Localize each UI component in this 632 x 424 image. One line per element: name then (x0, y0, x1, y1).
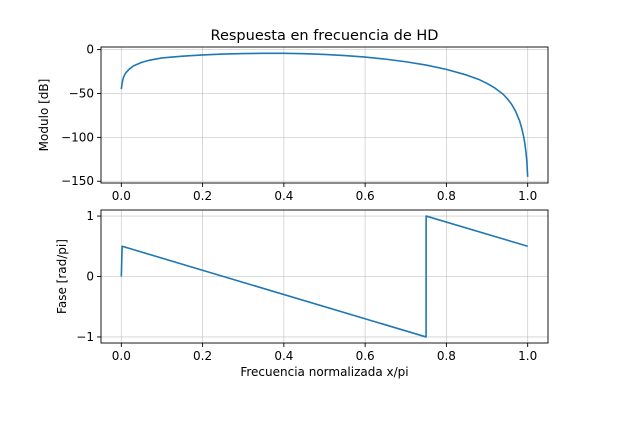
y-tick-label: −50 (69, 87, 94, 101)
x-tick-label: 0.2 (193, 349, 212, 363)
axes-frame (100, 46, 549, 184)
x-axis-label: Frecuencia normalizada x/pi (240, 365, 408, 379)
y-tick-label: 0 (86, 270, 94, 284)
chart-title: Respuesta en frecuencia de HD (211, 28, 439, 44)
x-tick-label: 0.2 (193, 189, 212, 203)
phase-plot: 0.0 0.2 0.4 0.6 0.8 1.0 1 0 −1 Frecuencia normali… (55, 209, 549, 379)
y-tick-label: 0 (86, 43, 94, 57)
x-tick-label: 0.6 (356, 189, 375, 203)
x-tick-label: 0.6 (356, 349, 375, 363)
series-line (120, 215, 528, 338)
y-axis-label: Fase [rad/pi] (55, 239, 69, 314)
series-line (120, 52, 529, 177)
x-tick-label: 0.4 (274, 189, 293, 203)
x-tick-label: 0.0 (112, 349, 131, 363)
y-tick-label: −1 (76, 330, 94, 344)
y-axis-label: Modulo [dB] (37, 79, 51, 152)
x-tick-label: 0.8 (437, 189, 456, 203)
x-tick-label: 1.0 (518, 189, 537, 203)
y-tick-label: −100 (61, 130, 94, 144)
x-tick-label: 0.4 (274, 349, 293, 363)
x-tick-label: 1.0 (518, 349, 537, 363)
y-tick-label: 1 (86, 209, 94, 223)
x-tick-label: 0.8 (437, 349, 456, 363)
y-tick-label: −150 (61, 174, 94, 188)
magnitude-plot: 0.0 0.2 0.4 0.6 0.8 1.0 0 −50 −100 −150 Respuesta … (37, 28, 549, 203)
x-tick-label: 0.0 (112, 189, 131, 203)
